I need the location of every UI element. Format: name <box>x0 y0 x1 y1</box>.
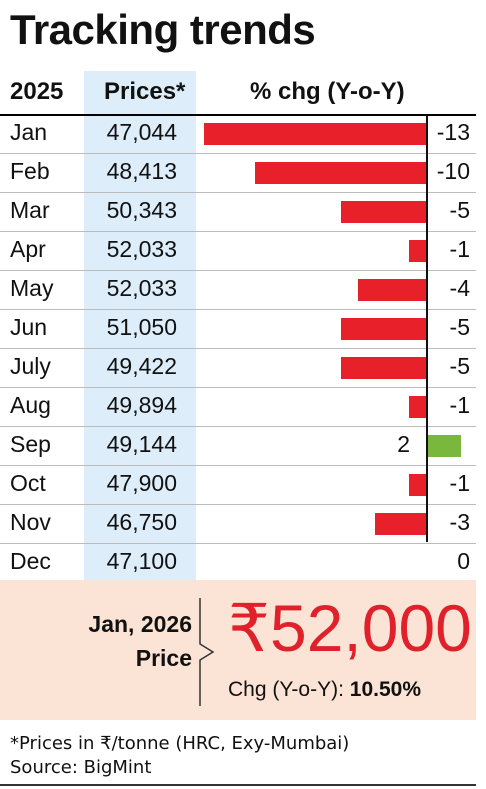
row-divider <box>0 231 476 232</box>
change-header: % chg (Y-o-Y) <box>250 78 405 105</box>
price-value: 52,033 <box>106 275 177 301</box>
summary-date-label: Jan, 2026 <box>88 611 192 637</box>
month-label: Jan <box>10 119 48 145</box>
table-row: May 52,033 -4 <box>0 271 476 310</box>
row-divider <box>0 192 476 193</box>
row-divider <box>0 543 476 544</box>
price-value: 49,422 <box>106 353 177 379</box>
price-value: 51,050 <box>106 314 177 340</box>
month-label: July <box>10 353 51 379</box>
price-value: 50,343 <box>106 197 177 223</box>
change-bar <box>204 123 426 145</box>
footnote: *Prices in ₹/tonne (HRC, Exy-Mumbai) <box>10 733 350 754</box>
price-value: 52,033 <box>106 236 177 262</box>
month-label: Nov <box>10 509 51 535</box>
change-bar <box>374 513 426 535</box>
change-label: -1 <box>449 470 470 496</box>
month-label: Dec <box>10 548 51 574</box>
summary-divider-chevron-icon <box>199 598 215 706</box>
month-label: May <box>10 275 54 301</box>
change-label: -13 <box>436 119 470 145</box>
change-label: 0 <box>457 548 470 574</box>
row-divider <box>0 426 476 427</box>
price-value: 48,413 <box>106 158 177 184</box>
change-label: -5 <box>449 353 470 379</box>
table-row: Nov 46,750 -3 <box>0 505 476 544</box>
change-label: -1 <box>449 236 470 262</box>
table-row: Aug 49,894 -1 <box>0 388 476 427</box>
table-row: Jun 51,050 -5 <box>0 310 476 349</box>
summary-price-value: ₹52,000 <box>228 591 472 665</box>
table-row: Apr 52,033 -1 <box>0 232 476 271</box>
row-divider <box>0 348 476 349</box>
price-value: 49,894 <box>106 392 177 418</box>
row-divider <box>0 270 476 271</box>
change-bar <box>427 435 462 457</box>
table-row: Dec 47,100 0 <box>0 544 476 583</box>
month-label: Sep <box>10 431 51 457</box>
change-bar <box>408 474 426 496</box>
change-bar <box>408 240 426 262</box>
table-row: Mar 50,343 -5 <box>0 193 476 232</box>
year-header: 2025 <box>10 78 64 105</box>
summary-price-label: Price <box>135 645 192 671</box>
month-label: Apr <box>10 236 46 262</box>
month-label: Feb <box>10 158 50 184</box>
table-row: Sep 49,144 2 <box>0 427 476 466</box>
row-divider <box>0 504 476 505</box>
month-label: Jun <box>10 314 48 340</box>
header-divider <box>0 114 476 116</box>
summary-change-label: Chg (Y-o-Y): <box>228 678 344 701</box>
price-value: 49,144 <box>106 431 177 457</box>
table-row: Oct 47,900 -1 <box>0 466 476 505</box>
change-label: -10 <box>436 158 470 184</box>
row-divider <box>0 387 476 388</box>
price-value: 46,750 <box>106 509 177 535</box>
table-row: July 49,422 -5 <box>0 349 476 388</box>
summary-panel <box>0 580 476 720</box>
month-label: Mar <box>10 197 50 223</box>
row-divider <box>0 465 476 466</box>
price-column-highlight <box>84 71 196 580</box>
summary-change: Chg (Y-o-Y): 10.50% <box>228 678 421 702</box>
price-value: 47,100 <box>106 548 177 574</box>
price-value: 47,044 <box>106 119 177 145</box>
price-value: 47,900 <box>106 470 177 496</box>
change-bar <box>340 201 426 223</box>
change-label: -5 <box>449 314 470 340</box>
table-row: Jan 47,044 -13 <box>0 115 476 154</box>
change-label: -1 <box>449 392 470 418</box>
month-label: Oct <box>10 470 46 496</box>
change-label: -3 <box>449 509 470 535</box>
bottom-rule <box>0 784 476 786</box>
table-row: Feb 48,413 -10 <box>0 154 476 193</box>
chart-title: Tracking trends <box>10 6 316 53</box>
row-divider <box>0 309 476 310</box>
change-label: -5 <box>449 197 470 223</box>
change-bar <box>357 279 426 301</box>
change-bar <box>340 318 426 340</box>
row-divider <box>0 153 476 154</box>
source-note: Source: BigMint <box>10 757 152 778</box>
price-header: Prices* <box>104 78 186 105</box>
change-label: -4 <box>449 275 470 301</box>
change-label: 2 <box>397 431 410 457</box>
change-bar <box>255 162 426 184</box>
summary-change-value: 10.50% <box>349 678 422 701</box>
month-label: Aug <box>10 392 51 418</box>
change-bar <box>340 357 426 379</box>
zero-axis <box>426 115 428 542</box>
change-bar <box>408 396 426 418</box>
